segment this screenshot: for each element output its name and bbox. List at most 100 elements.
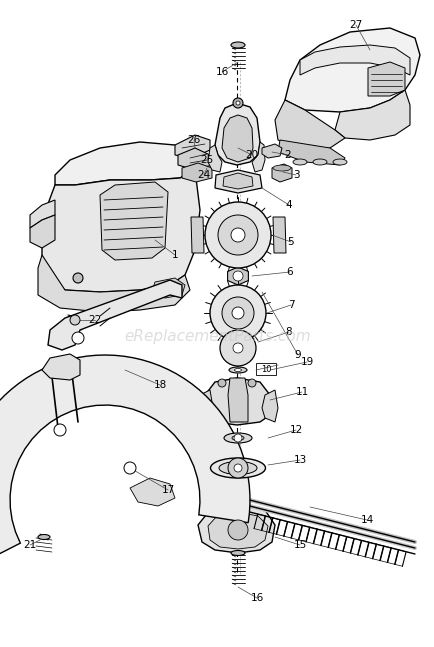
Circle shape: [73, 273, 83, 283]
Circle shape: [72, 332, 84, 344]
Polygon shape: [197, 505, 274, 553]
Ellipse shape: [233, 290, 243, 294]
Text: 24: 24: [197, 170, 210, 180]
Circle shape: [227, 520, 247, 540]
Polygon shape: [334, 90, 409, 140]
Text: 15: 15: [293, 540, 306, 550]
Ellipse shape: [226, 288, 250, 296]
Text: 21: 21: [23, 540, 36, 550]
Circle shape: [231, 307, 243, 319]
Circle shape: [233, 98, 243, 108]
Text: 20: 20: [245, 150, 258, 160]
Circle shape: [124, 462, 136, 474]
Polygon shape: [174, 135, 210, 158]
Text: 10: 10: [260, 364, 271, 373]
Polygon shape: [191, 217, 204, 253]
Polygon shape: [261, 144, 281, 158]
Circle shape: [227, 458, 247, 478]
Polygon shape: [299, 45, 409, 75]
Ellipse shape: [234, 369, 241, 371]
Circle shape: [233, 464, 241, 472]
Polygon shape: [367, 62, 404, 96]
Text: 2: 2: [284, 150, 291, 160]
Ellipse shape: [312, 159, 326, 165]
Circle shape: [236, 101, 240, 105]
Text: 5: 5: [287, 237, 294, 247]
Polygon shape: [207, 145, 221, 172]
Ellipse shape: [224, 433, 251, 443]
Polygon shape: [284, 28, 419, 112]
Text: 22: 22: [88, 315, 102, 325]
Text: 16: 16: [250, 593, 263, 603]
Circle shape: [54, 424, 66, 436]
Text: 9: 9: [294, 350, 301, 360]
Text: 26: 26: [187, 135, 200, 145]
Text: 19: 19: [300, 357, 313, 367]
Polygon shape: [48, 280, 181, 350]
Circle shape: [217, 215, 257, 255]
Polygon shape: [227, 267, 248, 285]
Polygon shape: [130, 478, 174, 506]
Polygon shape: [30, 200, 55, 228]
Polygon shape: [271, 164, 291, 182]
Circle shape: [233, 271, 243, 281]
Polygon shape: [55, 142, 194, 185]
Text: 11: 11: [295, 387, 308, 397]
Text: 18: 18: [153, 380, 166, 390]
Polygon shape: [277, 140, 344, 165]
Polygon shape: [274, 100, 344, 150]
Polygon shape: [0, 355, 250, 566]
Text: 16: 16: [215, 67, 228, 77]
Text: 17: 17: [161, 485, 174, 495]
Text: 7: 7: [287, 300, 294, 310]
Text: 4: 4: [285, 200, 292, 210]
Ellipse shape: [273, 165, 290, 171]
Polygon shape: [223, 173, 253, 189]
Polygon shape: [273, 217, 285, 253]
Polygon shape: [251, 142, 264, 172]
Text: 12: 12: [289, 425, 302, 435]
Text: 6: 6: [286, 267, 293, 277]
Text: 14: 14: [359, 515, 373, 525]
Polygon shape: [30, 215, 55, 248]
Circle shape: [217, 379, 226, 387]
Polygon shape: [151, 278, 184, 298]
Polygon shape: [214, 103, 260, 165]
Circle shape: [210, 285, 265, 341]
Circle shape: [221, 297, 253, 329]
Text: 27: 27: [349, 20, 362, 30]
Ellipse shape: [230, 551, 244, 556]
Circle shape: [233, 434, 241, 442]
Circle shape: [230, 228, 244, 242]
Polygon shape: [227, 378, 247, 422]
Polygon shape: [38, 255, 190, 312]
Circle shape: [247, 379, 256, 387]
Ellipse shape: [228, 367, 247, 373]
Ellipse shape: [38, 534, 50, 540]
Polygon shape: [178, 148, 211, 170]
Text: 25: 25: [200, 155, 213, 165]
Text: 3: 3: [292, 170, 299, 180]
Polygon shape: [197, 390, 213, 422]
Circle shape: [220, 330, 256, 366]
Polygon shape: [204, 378, 270, 425]
Text: 8: 8: [285, 327, 292, 337]
Ellipse shape: [293, 159, 306, 165]
Circle shape: [70, 315, 80, 325]
Ellipse shape: [230, 42, 244, 48]
Polygon shape: [42, 170, 200, 292]
Circle shape: [233, 343, 243, 353]
Polygon shape: [261, 390, 277, 422]
Ellipse shape: [231, 435, 243, 441]
Polygon shape: [214, 170, 261, 193]
Ellipse shape: [332, 159, 346, 165]
Text: 13: 13: [293, 455, 306, 465]
Ellipse shape: [210, 458, 265, 478]
Polygon shape: [181, 163, 211, 182]
Ellipse shape: [218, 461, 256, 474]
Polygon shape: [42, 354, 80, 380]
Bar: [256, 363, 275, 375]
Text: 1: 1: [171, 250, 178, 260]
Text: eReplacementParts.com: eReplacementParts.com: [124, 329, 310, 344]
Polygon shape: [207, 512, 267, 549]
